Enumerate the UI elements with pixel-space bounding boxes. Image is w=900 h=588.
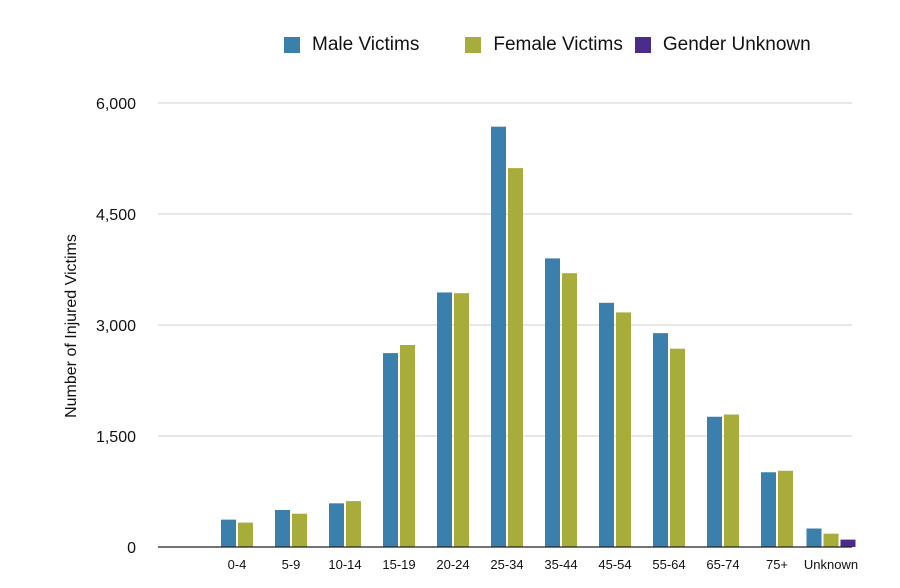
legend-swatch-female <box>465 37 482 53</box>
y-axis-title: Number of Injured Victims <box>63 234 80 418</box>
x-tick-label: 25-34 <box>490 557 523 572</box>
x-tick-label: 55-64 <box>652 557 685 572</box>
bar-gender-unknown <box>840 539 856 547</box>
bar-female-victims <box>238 522 253 547</box>
x-tick-label: 35-44 <box>544 557 577 572</box>
axes: 0 1,500 3,000 4,500 6,000 0-4 5-9 10-14 15-19 20-… <box>96 96 858 572</box>
bar-female-victims <box>508 168 523 547</box>
bar-male-victims <box>329 503 344 547</box>
x-tick-label: 5-9 <box>282 557 301 572</box>
x-tick-label: Unknown <box>804 557 858 572</box>
x-tick-label: 45-54 <box>598 557 631 572</box>
y-tick-label: 0 <box>127 540 136 557</box>
bar-male-victims <box>491 126 506 548</box>
legend-item-male: Male Victims <box>284 34 419 56</box>
bar-female-victims <box>670 348 685 547</box>
bar-female-victims <box>400 344 415 547</box>
bar-female-victims <box>346 501 361 547</box>
y-tick-label: 1,500 <box>96 429 136 446</box>
bar-female-victims <box>778 470 793 547</box>
x-tick-label: 65-74 <box>706 557 739 572</box>
bar-male-victims <box>599 302 614 547</box>
bar-male-victims <box>653 333 668 547</box>
legend-swatch-male <box>284 37 300 53</box>
legend: Male Victims Female Victims Gender Unkno… <box>284 34 829 56</box>
bar-male-victims <box>545 258 560 547</box>
legend-item-unknown: Gender Unknown <box>634 34 811 56</box>
legend-label-male: Male Victims <box>312 34 420 55</box>
bar-male-victims <box>383 353 398 547</box>
bar-female-victims <box>724 414 739 547</box>
bar-male-victims <box>806 528 822 547</box>
legend-label-unknown: Gender Unknown <box>662 34 811 55</box>
bar-male-victims <box>707 416 722 547</box>
bar-male-victims <box>761 472 776 547</box>
legend-swatch-unknown <box>634 37 651 53</box>
legend-item-female: Female Victims <box>465 34 623 56</box>
bar-male-victims <box>221 519 236 547</box>
bar-female-victims <box>454 293 469 547</box>
bar-male-victims <box>275 510 290 547</box>
x-tick-label: 75+ <box>766 557 788 572</box>
bar-female-victims <box>616 312 631 547</box>
legend-label-female: Female Victims <box>493 34 623 55</box>
bar-female-victims <box>823 533 839 547</box>
bar-female-victims <box>562 273 577 547</box>
y-tick-label: 4,500 <box>96 207 136 224</box>
x-tick-label: 10-14 <box>328 557 361 572</box>
bar-male-victims <box>437 292 452 547</box>
y-tick-label: 6,000 <box>96 96 136 113</box>
x-tick-label: 15-19 <box>382 557 415 572</box>
bar-female-victims <box>292 513 307 547</box>
x-tick-label: 0-4 <box>228 557 247 572</box>
bars <box>221 126 856 548</box>
x-tick-label: 20-24 <box>436 557 469 572</box>
y-tick-label: 3,000 <box>96 318 136 335</box>
